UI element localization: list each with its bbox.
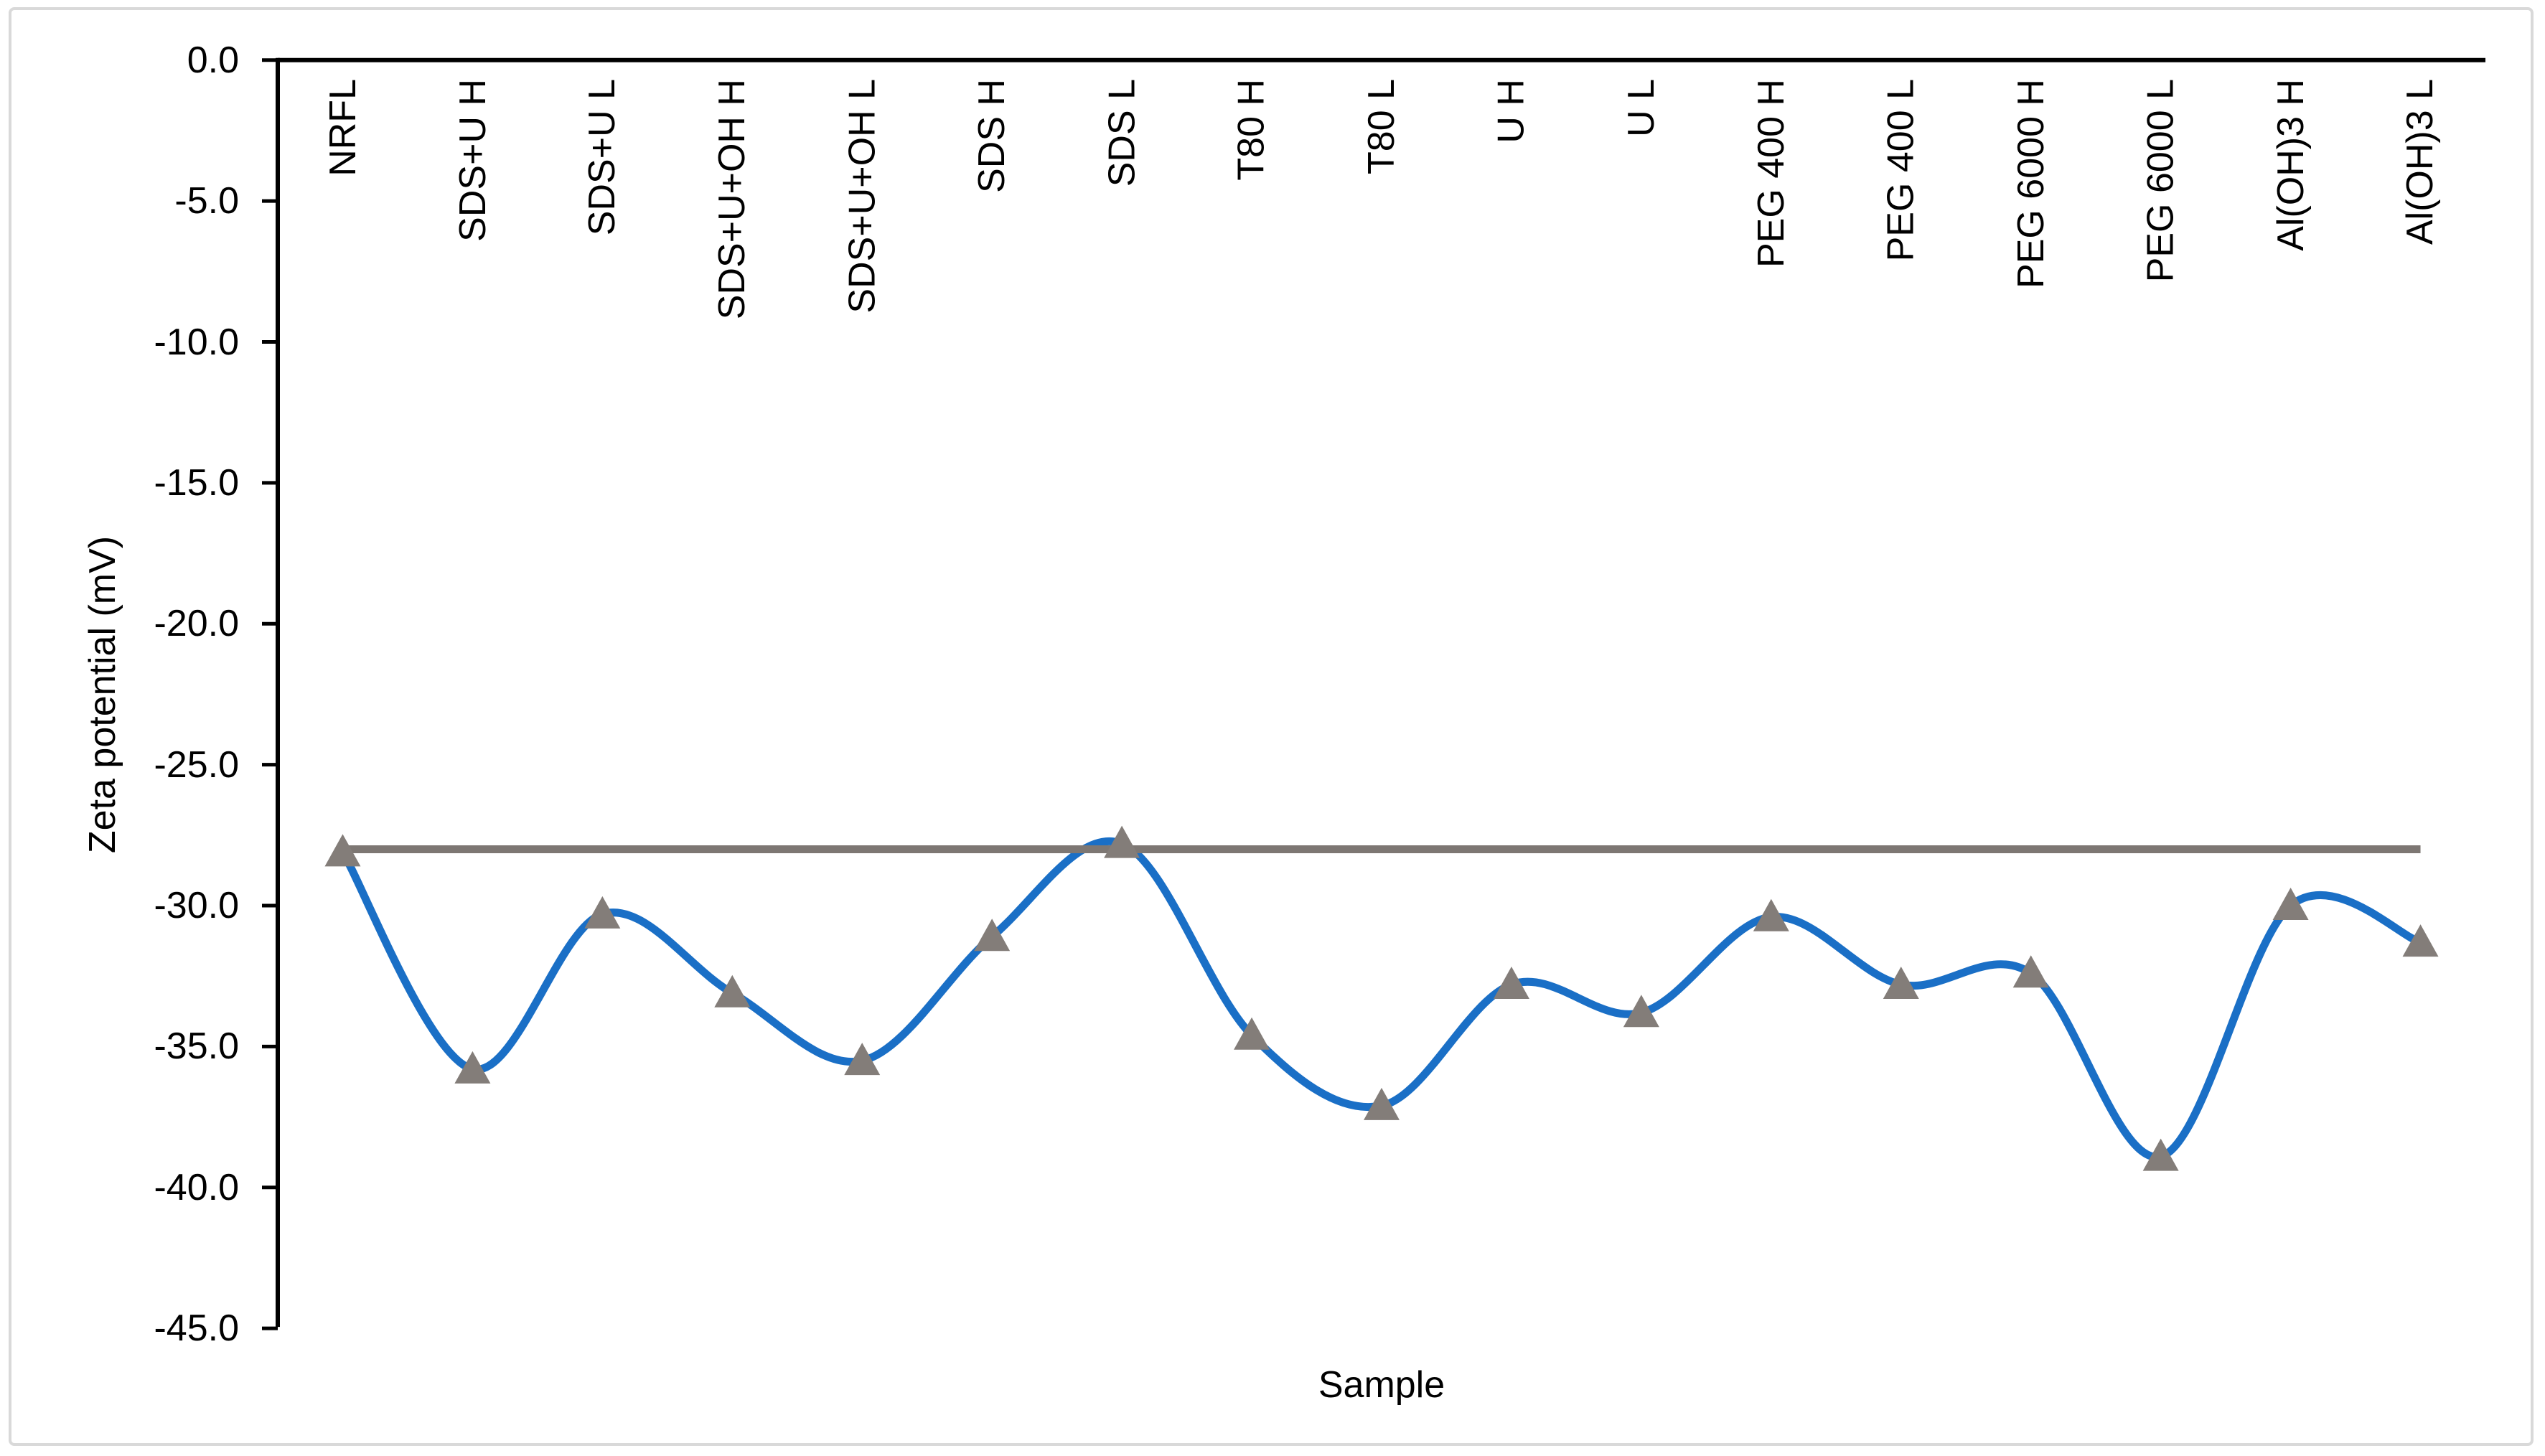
x-category-label: T80 H [1231,79,1273,181]
x-category-label: PEG 400 H [1750,79,1792,268]
x-category-label: PEG 6000 H [2010,79,2052,288]
y-tick-label: -45.0 [154,1307,239,1350]
y-tick-label: -10.0 [154,321,239,363]
data-point-marker [454,1051,491,1084]
x-category-label: Al(OH)3 H [2269,79,2312,251]
y-tick-label: -35.0 [154,1025,239,1068]
x-category-label: SDS H [971,79,1013,193]
data-point-marker [1883,967,1919,1000]
data-point-marker [584,896,621,929]
x-category-label: SDS L [1101,79,1143,187]
y-tick-label: -30.0 [154,885,239,927]
x-category-label: U H [1490,79,1532,144]
data-point-marker [2272,888,2309,921]
data-point-marker [1104,825,1140,858]
data-point-marker [1234,1017,1270,1050]
data-point-marker [2402,924,2439,957]
data-point-marker [2142,1138,2179,1171]
data-point-marker [974,919,1011,952]
y-tick-label: -40.0 [154,1166,239,1208]
data-point-marker [324,834,361,867]
x-category-label: PEG 400 L [1880,79,1922,262]
x-category-label: SDS+U H [451,79,494,242]
x-category-label: SDS+U+OH H [711,79,754,320]
y-tick-label: -15.0 [154,461,239,504]
data-point-marker [1364,1087,1400,1120]
x-category-label: Al(OH)3 L [2399,79,2442,245]
x-category-label: SDS+U+OH L [841,79,884,314]
y-tick-label: 0.0 [187,39,239,81]
x-axis-title: Sample [1318,1364,1445,1406]
x-category-label: PEG 6000 L [2139,79,2182,283]
data-point-marker [1623,995,1659,1028]
x-category-label: U L [1620,79,1662,137]
data-point-marker [1753,898,1789,931]
data-point-marker [1493,967,1529,1000]
y-tick-label: -20.0 [154,603,239,645]
data-point-marker [2012,955,2049,988]
data-point-marker [844,1043,881,1076]
y-tick-label: -25.0 [154,743,239,786]
x-category-label: SDS+U L [581,79,624,236]
y-tick-label: -5.0 [174,180,239,222]
x-category-label: T80 L [1361,79,1402,174]
data-point-marker [714,974,751,1008]
x-category-label: NRFL [322,79,364,177]
